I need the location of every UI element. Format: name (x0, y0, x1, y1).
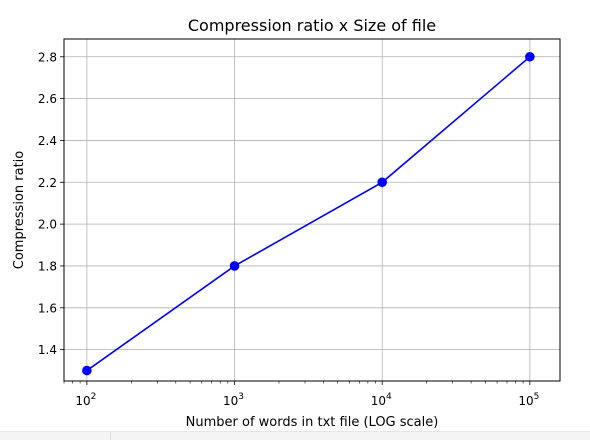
y-tick-label: 1.8 (38, 259, 57, 273)
bottom-toolbar-strip (0, 431, 590, 440)
y-tick-label: 1.4 (38, 343, 57, 357)
x-tick-label-exponent: 4 (386, 392, 392, 402)
x-tick-label-base: 10 (223, 394, 238, 408)
x-tick-label: 102 (75, 392, 96, 408)
y-axis-label: Compression ratio (12, 151, 27, 270)
chart-title: Compression ratio x Size of file (188, 16, 436, 35)
x-tick-label-exponent: 5 (534, 392, 540, 402)
y-tick-label: 2.8 (38, 50, 57, 64)
minor-ticks (63, 381, 524, 384)
x-tick-label: 105 (518, 392, 539, 408)
data-point (525, 51, 535, 62)
x-tick-label-base: 10 (371, 394, 386, 408)
y-tick-label: 2.0 (38, 218, 57, 232)
data-point (82, 365, 92, 376)
y-tick-label: 1.6 (38, 301, 57, 315)
y-tick-label: 2.4 (38, 134, 57, 148)
x-tick-label: 103 (223, 392, 244, 408)
x-axis: 102 103 104 105 (75, 381, 539, 408)
x-tick-label-exponent: 2 (91, 392, 97, 402)
y-axis: 1.4 1.6 1.8 2.0 2.2 2.4 2.6 2.8 (38, 50, 64, 357)
toolbar-divider (110, 432, 111, 440)
data-point (377, 177, 387, 188)
gridlines (64, 39, 560, 381)
x-tick-label-base: 10 (75, 394, 90, 408)
series-layer (82, 51, 535, 376)
y-tick-label: 2.2 (38, 176, 57, 190)
y-tick-label: 2.6 (38, 92, 57, 106)
x-axis-label: Number of words in txt file (LOG scale) (186, 415, 439, 430)
series-line (86, 56, 531, 372)
x-tick-label: 104 (371, 392, 392, 408)
data-point (229, 261, 240, 271)
plot-frame (63, 38, 561, 382)
x-tick-label-exponent: 3 (238, 392, 244, 402)
x-tick-label-base: 10 (518, 394, 533, 408)
